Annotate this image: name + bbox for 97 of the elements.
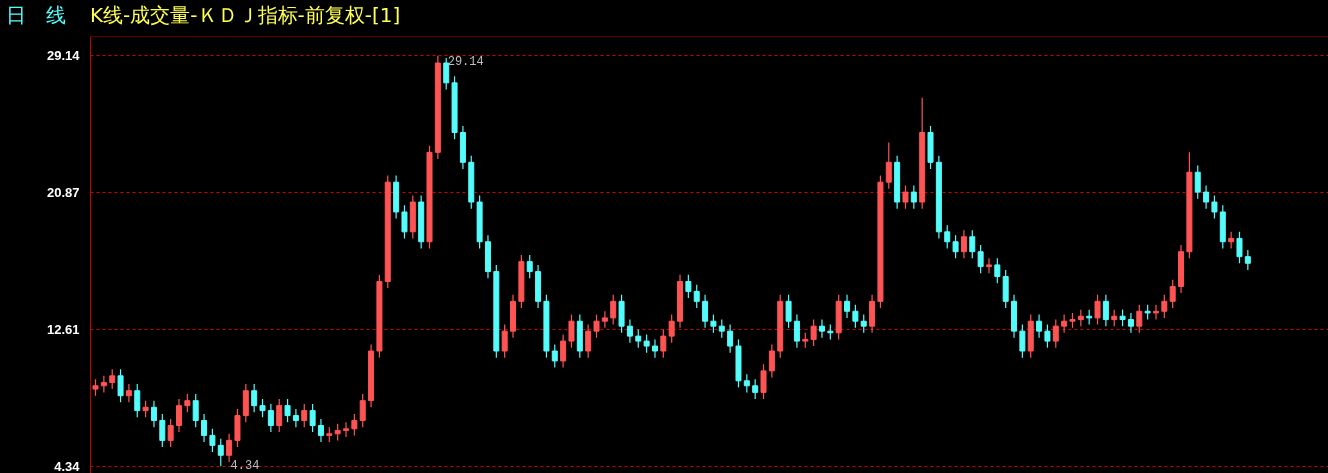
candlestick <box>184 393 191 413</box>
candlestick <box>192 393 199 428</box>
y-tick-label: 4.34 <box>54 458 81 473</box>
annotation: 29.14 <box>447 54 484 69</box>
candlestick <box>167 418 174 448</box>
candlestick <box>985 257 992 274</box>
candlestick <box>309 403 316 433</box>
candlestick <box>1244 249 1251 271</box>
candlestick <box>251 383 258 413</box>
candlestick <box>1236 231 1243 264</box>
candlestick <box>902 184 909 210</box>
candlestick <box>1194 165 1201 200</box>
candlestick <box>301 403 308 428</box>
candlestick <box>710 313 717 334</box>
candlestick <box>217 438 224 467</box>
candlestick <box>793 313 800 349</box>
candlestick <box>685 274 692 299</box>
candlestick <box>643 333 650 354</box>
candlestick <box>727 323 734 354</box>
candlestick <box>150 400 157 428</box>
candlestick <box>610 294 617 326</box>
candlestick <box>743 373 750 393</box>
candlestick <box>284 398 291 423</box>
candlestick <box>1203 184 1210 210</box>
candlestick <box>359 393 366 428</box>
chart-subtitle: 日线 <box>6 2 86 29</box>
candlestick <box>601 310 608 329</box>
candlestick <box>1036 313 1043 339</box>
candlestick <box>176 398 183 433</box>
candlestick <box>159 413 166 448</box>
candlestick <box>810 318 817 347</box>
candlestick <box>718 318 725 339</box>
y-tick-label: 29.14 <box>46 48 81 64</box>
candlestick <box>125 383 132 403</box>
candlestick <box>1127 312 1134 334</box>
candlestick <box>760 363 767 400</box>
candlestick <box>693 284 700 309</box>
candlestick <box>768 343 775 379</box>
candlestick <box>117 368 124 403</box>
candlestick <box>259 398 266 418</box>
candlestick <box>568 313 575 349</box>
candlestick <box>969 229 976 259</box>
candlestick <box>1094 294 1101 326</box>
candlestick <box>1161 294 1168 319</box>
y-tick-label: 12.61 <box>46 321 80 337</box>
candlestick <box>702 294 709 329</box>
candlestick <box>276 398 283 433</box>
annotation: 4.34 <box>230 458 260 473</box>
candlestick <box>443 57 450 91</box>
y-tick-label: 20.87 <box>46 185 80 201</box>
candlestick <box>134 383 141 418</box>
candlestick <box>401 204 408 240</box>
candlestick <box>1044 323 1051 349</box>
candlestick <box>852 304 859 329</box>
candlestick <box>526 254 533 279</box>
candlestick <box>1228 231 1235 249</box>
candlestick <box>1152 304 1159 321</box>
candlestick <box>317 418 324 443</box>
candlestick <box>1102 294 1109 327</box>
candlestick <box>668 313 675 344</box>
candlestick <box>952 234 959 259</box>
candlestick <box>626 318 633 344</box>
chart-title: K线-成交量-ＫＤＪ指标-前复权-[1] <box>90 2 401 29</box>
candlestick <box>860 313 867 334</box>
candlestick <box>209 428 216 453</box>
candlestick <box>226 433 233 463</box>
candlestick <box>1169 279 1176 309</box>
candlestick <box>1019 323 1026 359</box>
candlestick <box>785 294 792 329</box>
candlestick <box>660 328 667 359</box>
candlestick <box>994 257 1001 284</box>
candlestick <box>201 413 208 443</box>
candlestick <box>977 244 984 274</box>
candlestick <box>109 368 116 390</box>
candlestick <box>885 141 892 190</box>
candlestick <box>551 343 558 369</box>
candlestick <box>593 313 600 339</box>
candlestick <box>635 328 642 349</box>
candlestick <box>651 338 658 359</box>
candlestick <box>1052 318 1059 349</box>
candlestick <box>910 184 917 210</box>
candlestick <box>844 294 851 319</box>
candlestick <box>752 378 759 400</box>
candlestick <box>100 375 107 393</box>
candlestick <box>944 224 951 249</box>
candlestick <box>1061 313 1068 334</box>
candlestick <box>267 403 274 433</box>
candlestick <box>585 323 592 359</box>
candlestick <box>960 229 967 259</box>
candlestick <box>501 323 508 359</box>
candlestick <box>343 421 350 438</box>
candlestick <box>1211 194 1218 220</box>
candlestick <box>560 333 567 369</box>
candlestick <box>292 408 299 428</box>
candlestick <box>818 318 825 339</box>
candlestick <box>351 413 358 437</box>
candlestick <box>1136 304 1143 334</box>
